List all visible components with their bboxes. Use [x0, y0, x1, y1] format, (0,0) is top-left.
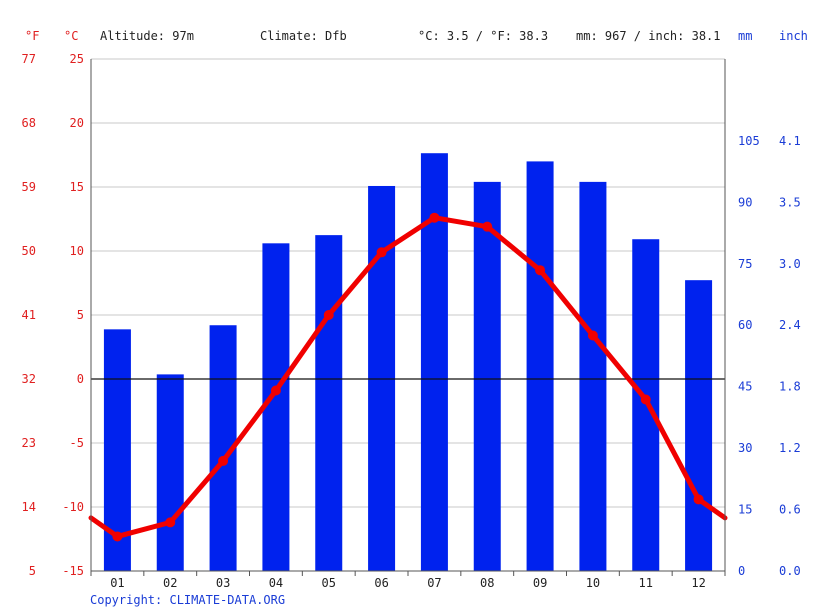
inch-tick-label: 3.0 [779, 257, 801, 271]
mm-tick-label: 30 [738, 441, 752, 455]
fahrenheit-tick-label: 41 [22, 308, 36, 322]
temperature-point [482, 221, 493, 232]
mm-tick-label: 15 [738, 503, 752, 517]
celsius-tick-label: 5 [77, 308, 84, 322]
fahrenheit-tick-label: 23 [22, 436, 36, 450]
inch-tick-label: 1.2 [779, 441, 801, 455]
climate-label: Climate: Dfb [260, 29, 347, 43]
copyright-text: Copyright: CLIMATE-DATA.ORG [90, 593, 285, 607]
temperature-point [376, 247, 387, 258]
temperature-curve [88, 215, 728, 539]
temperature-summary: °C: 3.5 / °F: 38.3 [418, 29, 548, 43]
month-label: 11 [639, 576, 653, 590]
month-label: 05 [322, 576, 336, 590]
temperature-point [323, 310, 334, 320]
precipitation-bar [315, 235, 343, 572]
unit-inch-label: inch [779, 29, 808, 43]
temperature-point [429, 212, 440, 223]
fahrenheit-tick-label: 14 [22, 500, 36, 514]
celsius-tick-label: 20 [70, 116, 84, 130]
temperature-point [535, 265, 546, 276]
fahrenheit-tick-label: 68 [22, 116, 36, 130]
temperature-point [587, 330, 598, 341]
mm-tick-label: 45 [738, 380, 752, 394]
mm-tick-label: 0 [738, 564, 745, 578]
celsius-tick-label: 15 [70, 180, 84, 194]
month-label: 06 [374, 576, 388, 590]
precipitation-bar [526, 161, 554, 571]
altitude-label: Altitude: 97m [100, 29, 194, 43]
precipitation-summary: mm: 967 / inch: 38.1 [576, 29, 721, 43]
inch-tick-label: 0.6 [779, 503, 801, 517]
month-label: 09 [533, 576, 547, 590]
mm-tick-label: 90 [738, 195, 752, 209]
temperature-point [218, 455, 229, 466]
axes [90, 59, 726, 576]
inch-tick-label: 2.4 [779, 318, 801, 332]
month-label: 01 [110, 576, 124, 590]
fahrenheit-tick-label: 59 [22, 180, 36, 194]
month-label: 07 [427, 576, 441, 590]
temperature-point [640, 394, 651, 405]
celsius-tick-label: 0 [77, 372, 84, 386]
month-label: 10 [586, 576, 600, 590]
precipitation-bars [103, 153, 713, 572]
precipitation-bar [473, 181, 501, 571]
inch-tick-label: 0.0 [779, 564, 801, 578]
celsius-tick-label: 10 [70, 244, 84, 258]
mm-tick-label: 105 [738, 134, 760, 148]
fahrenheit-tick-label: 32 [22, 372, 36, 386]
month-label: 04 [269, 576, 283, 590]
unit-c-label: °C [64, 29, 78, 43]
month-label: 03 [216, 576, 230, 590]
temperature-point [112, 531, 123, 542]
month-label: 12 [691, 576, 705, 590]
unit-mm-label: mm [738, 29, 752, 43]
tick-labels: -15 5 -10 14 -5 23 0 32 5 41 10 50 15 59 20 68 25 77 0 0.0 1… [22, 52, 801, 590]
mm-tick-label: 75 [738, 257, 752, 271]
temperature-point [693, 494, 704, 505]
fahrenheit-tick-label: 5 [29, 564, 36, 578]
precipitation-bar [685, 280, 713, 571]
celsius-tick-label: 25 [70, 52, 84, 66]
precipitation-bar [156, 374, 184, 571]
mm-tick-label: 60 [738, 318, 752, 332]
month-label: 02 [163, 576, 177, 590]
fahrenheit-tick-label: 77 [22, 52, 36, 66]
celsius-tick-label: -5 [70, 436, 84, 450]
precipitation-bar [262, 243, 290, 571]
unit-f-label: °F [25, 29, 39, 43]
inch-tick-label: 1.8 [779, 380, 801, 394]
fahrenheit-tick-label: 50 [22, 244, 36, 258]
celsius-tick-label: -15 [62, 564, 84, 578]
precipitation-bar [632, 239, 660, 571]
grid-lines [91, 58, 725, 572]
temperature-point [270, 385, 281, 396]
inch-tick-label: 3.5 [779, 195, 801, 209]
month-label: 08 [480, 576, 494, 590]
temperature-point [165, 517, 176, 528]
inch-tick-label: 4.1 [779, 134, 801, 148]
celsius-tick-label: -10 [62, 500, 84, 514]
temperature-line [88, 212, 728, 542]
precipitation-bar [579, 181, 607, 571]
